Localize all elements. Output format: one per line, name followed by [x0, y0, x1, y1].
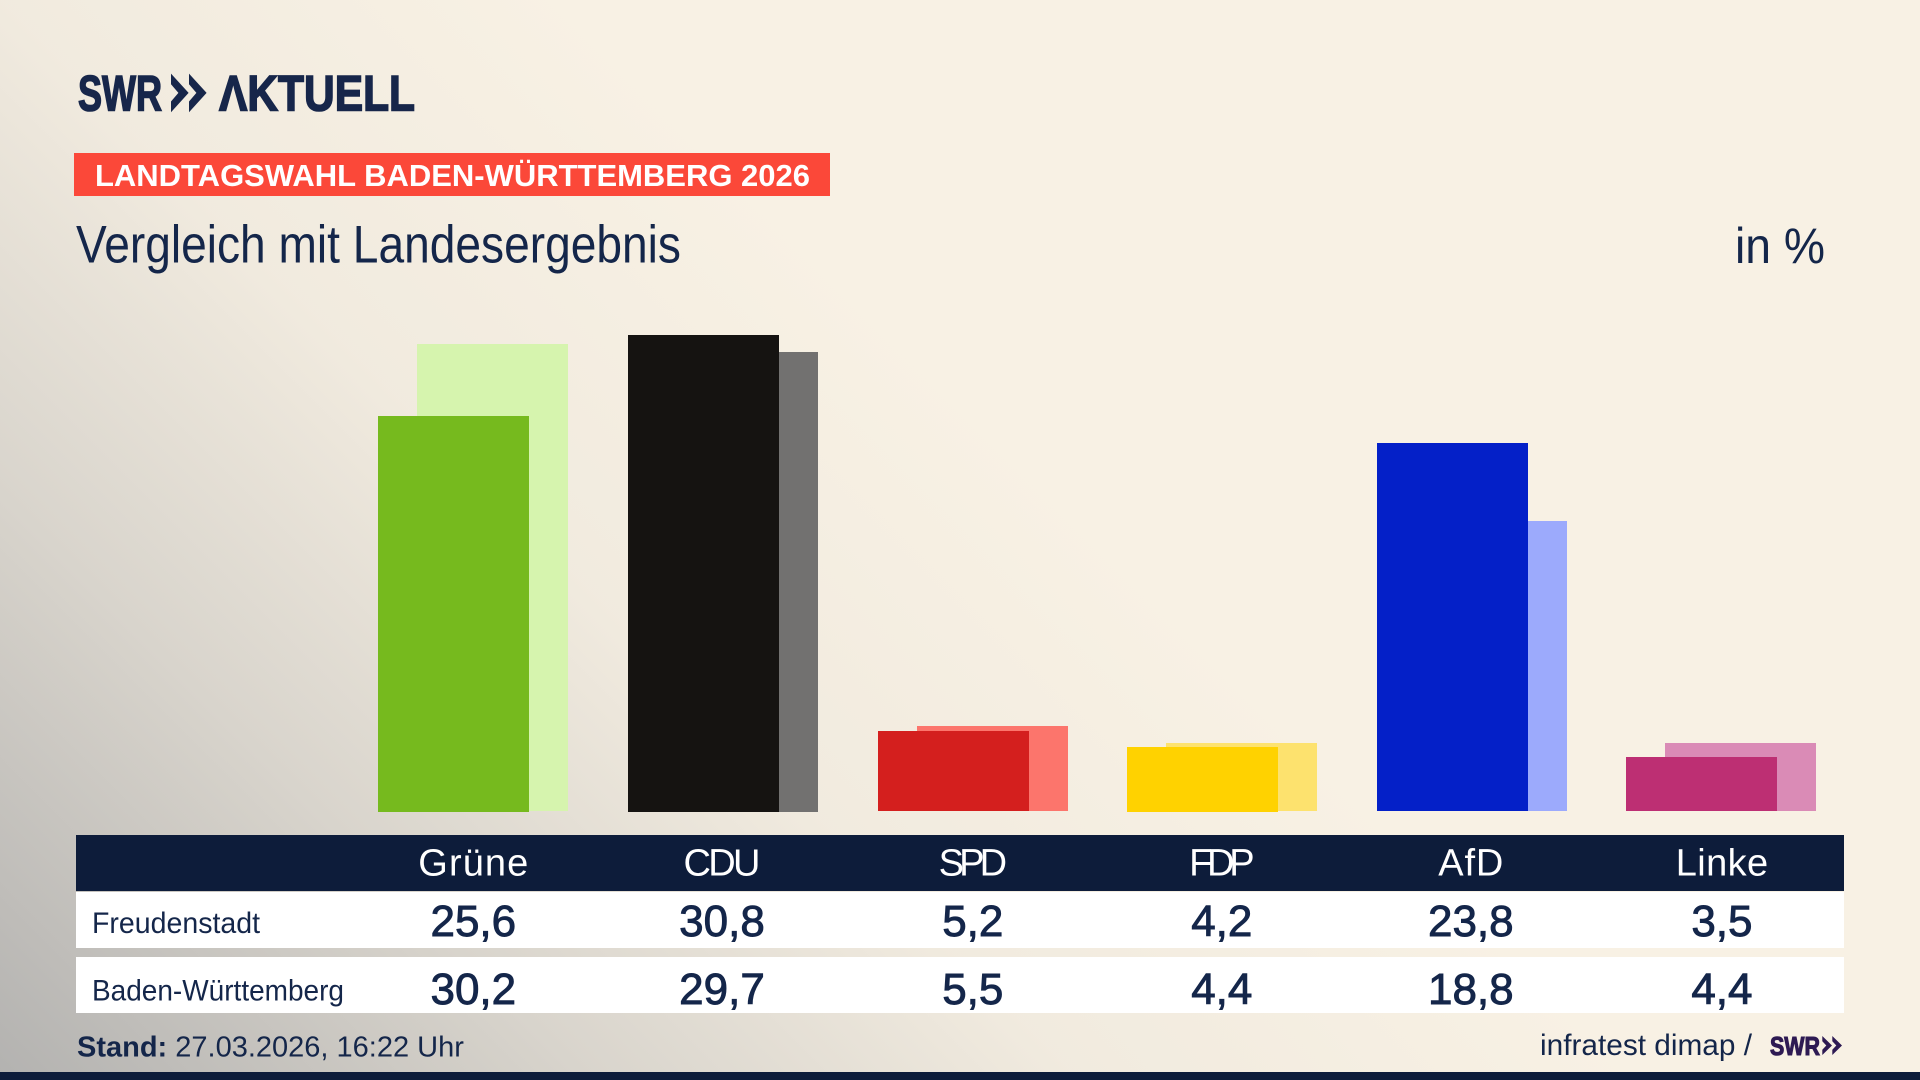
svg-text:25,6: 25,6 [430, 897, 516, 946]
svg-text:Baden-Württemberg: Baden-Württemberg [92, 975, 344, 1008]
svg-text:3,5: 3,5 [1691, 897, 1752, 946]
svg-text:5,5: 5,5 [942, 965, 1003, 1014]
svg-text:23,8: 23,8 [1428, 897, 1514, 946]
svg-text:5,2: 5,2 [942, 897, 1003, 946]
svg-text:29,7: 29,7 [679, 965, 765, 1014]
svg-text:AfD: AfD [1438, 843, 1503, 885]
svg-text:SWR: SWR [1770, 1031, 1820, 1061]
svg-text:Grüne: Grüne [418, 843, 528, 885]
svg-text:in %: in % [1735, 218, 1825, 274]
svg-text:SPD: SPD [939, 843, 1008, 885]
svg-text:Linke: Linke [1676, 843, 1769, 885]
svg-text:CDU: CDU [684, 843, 761, 885]
svg-text:Vergleich mit Landesergebnis: Vergleich mit Landesergebnis [76, 216, 681, 275]
svg-text:4,2: 4,2 [1191, 897, 1252, 946]
svg-text:30,2: 30,2 [430, 965, 516, 1014]
svg-text:4,4: 4,4 [1191, 965, 1252, 1014]
svg-text:4,4: 4,4 [1691, 965, 1752, 1014]
svg-text:30,8: 30,8 [679, 897, 765, 946]
svg-text:LANDTAGSWAHL BADEN-WÜRTTEMBERG: LANDTAGSWAHL BADEN-WÜRTTEMBERG 2026 [95, 158, 810, 193]
svg-text:FDP: FDP [1189, 843, 1255, 885]
svg-text:Stand: 27.03.2026, 16:22 Uhr: Stand: 27.03.2026, 16:22 Uhr [77, 1032, 464, 1064]
svg-text:ΛKTUELL: ΛKTUELL [219, 65, 415, 121]
svg-text:18,8: 18,8 [1428, 965, 1514, 1014]
svg-text:SWR: SWR [78, 65, 162, 121]
svg-text:Freudenstadt: Freudenstadt [92, 907, 261, 940]
svg-text:infratest dimap /: infratest dimap / [1540, 1029, 1753, 1062]
